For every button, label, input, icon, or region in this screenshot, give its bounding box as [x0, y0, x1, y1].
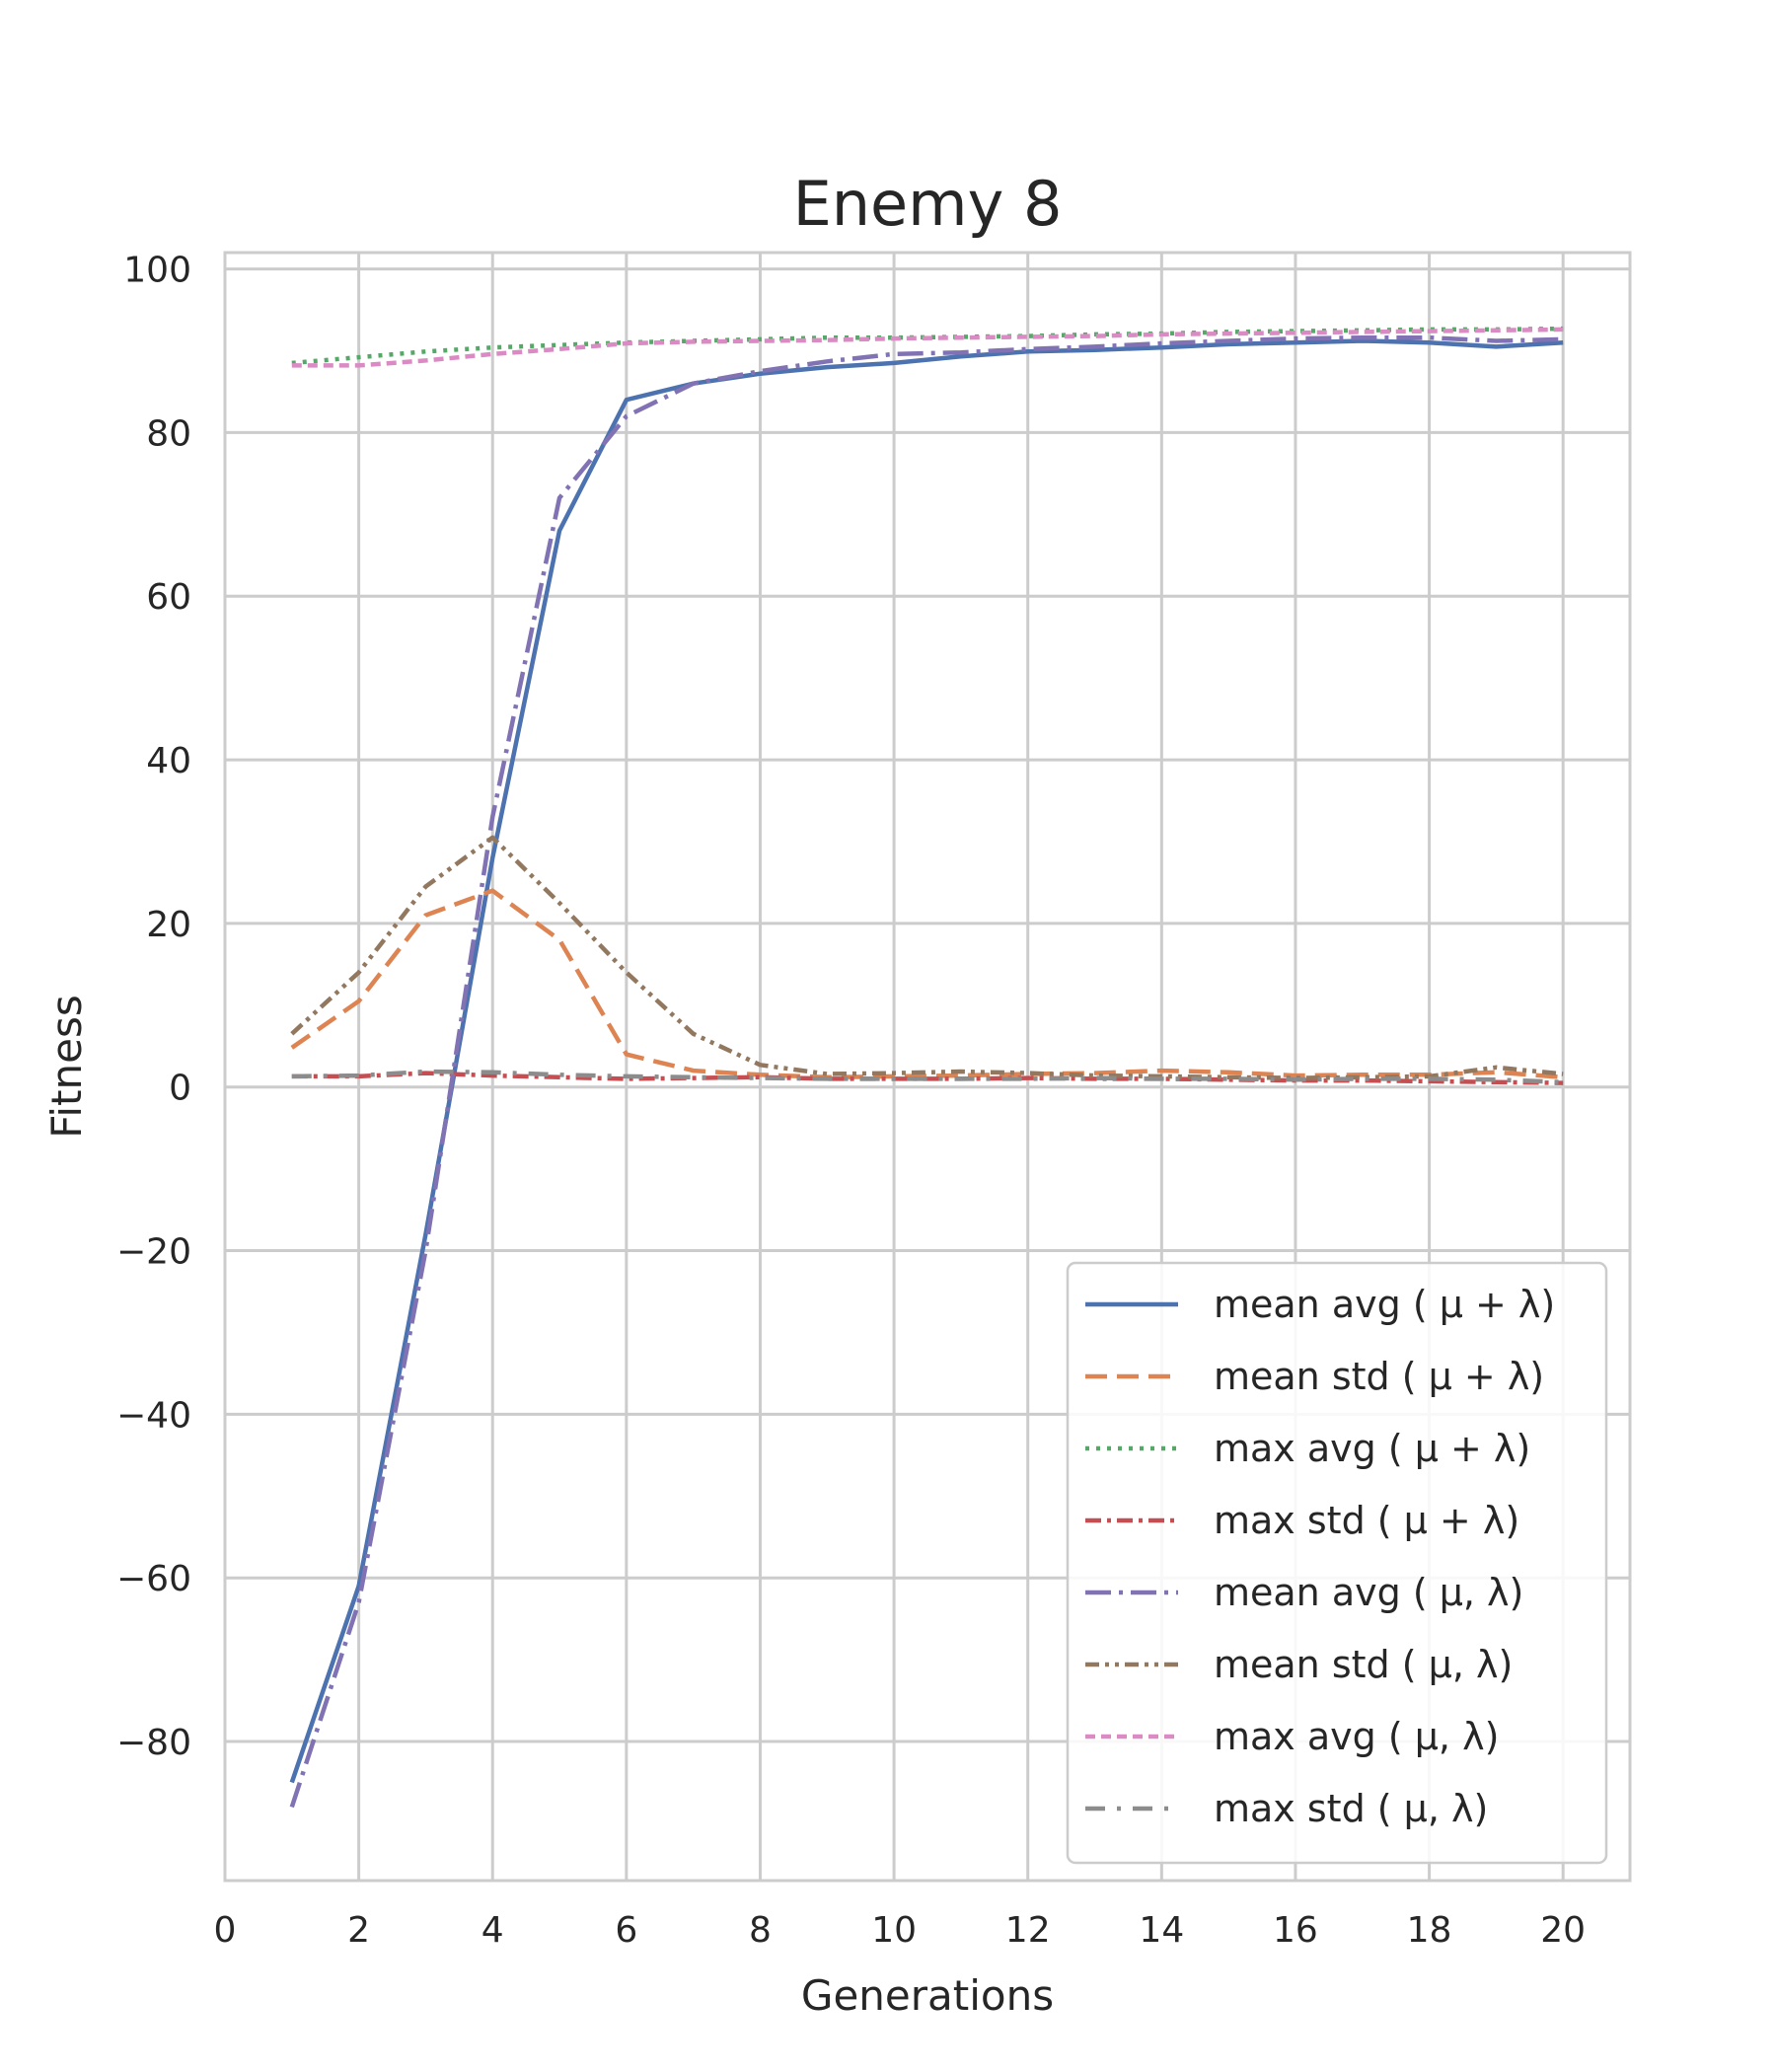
x-axis-ticks: 0 2 4 6 8 10 12 14 16 18 20: [214, 1910, 1587, 1951]
y-tick-label: −20: [116, 1232, 191, 1273]
x-tick-label: 20: [1540, 1910, 1586, 1951]
y-tick-label: −60: [116, 1559, 191, 1599]
legend: mean avg ( μ + λ) mean std ( μ + λ) max av…: [1066, 1261, 1608, 1865]
y-tick-label: 60: [146, 577, 191, 618]
legend-label: mean std ( μ + λ): [1214, 1355, 1544, 1398]
legend-label: max std ( μ + λ): [1214, 1499, 1519, 1542]
x-tick-label: 16: [1273, 1910, 1318, 1951]
x-tick-label: 8: [749, 1910, 772, 1951]
y-tick-label: 40: [146, 741, 191, 781]
x-axis-label: Generations: [801, 1971, 1054, 2020]
chart-title: Enemy 8: [793, 168, 1063, 240]
legend-label: max avg ( μ + λ): [1214, 1427, 1530, 1470]
y-tick-label: −40: [116, 1395, 191, 1436]
series-line-2: [290, 888, 1564, 1080]
y-tick-label: 20: [146, 905, 191, 945]
legend-label: max std ( μ, λ): [1214, 1787, 1488, 1830]
x-tick-label: 6: [615, 1910, 637, 1951]
legend-box: [1066, 1261, 1608, 1865]
y-tick-label: 0: [169, 1069, 191, 1109]
x-tick-label: 18: [1407, 1910, 1452, 1951]
x-tick-label: 4: [481, 1910, 504, 1951]
legend-label: mean std ( μ, λ): [1214, 1643, 1513, 1686]
y-tick-label: 80: [146, 413, 191, 454]
x-tick-label: 2: [347, 1910, 370, 1951]
series-layer: [289, 326, 1564, 1809]
legend-label: mean avg ( μ + λ): [1214, 1283, 1555, 1326]
series-line-4: [291, 1071, 1564, 1085]
x-tick-label: 0: [214, 1910, 237, 1951]
series-line-1: [289, 338, 1564, 1784]
y-tick-label: −80: [116, 1723, 191, 1763]
series-line-5: [289, 334, 1564, 1809]
y-axis-ticks: −80 −60 −40 −20 0 20 40 60 80 100: [116, 251, 191, 1763]
legend-label: max avg ( μ, λ): [1214, 1715, 1499, 1758]
series-line-8: [291, 1069, 1564, 1085]
plot-area-frame: [223, 251, 1632, 1883]
y-tick-label: 100: [123, 251, 191, 291]
series-line-7: [291, 327, 1564, 368]
legend-label: mean avg ( μ, λ): [1214, 1571, 1523, 1614]
x-tick-label: 14: [1139, 1910, 1184, 1951]
x-tick-label: 12: [1005, 1910, 1051, 1951]
y-axis-label: Fitness: [42, 995, 91, 1138]
x-tick-label: 10: [871, 1910, 917, 1951]
